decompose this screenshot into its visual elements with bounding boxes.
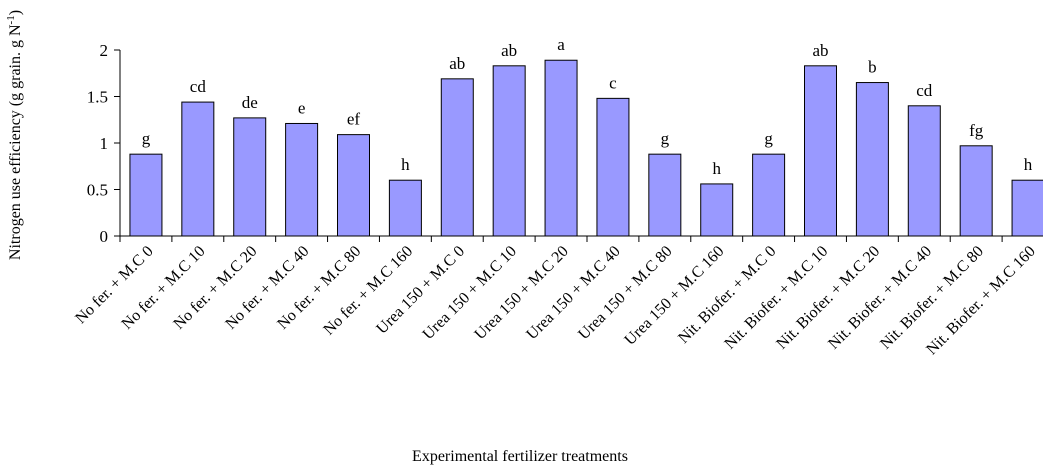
category-label: Urea 150 + M.C 0 bbox=[373, 243, 468, 338]
bars-group bbox=[129, 59, 1043, 237]
bar bbox=[492, 65, 526, 237]
y-tick-label: 2 bbox=[100, 41, 109, 60]
bar bbox=[855, 82, 889, 237]
significance-letter: g bbox=[661, 129, 670, 148]
y-tick-label: 0 bbox=[100, 227, 109, 246]
y-tick-label: 0.5 bbox=[87, 181, 108, 200]
bar bbox=[233, 117, 267, 237]
category-label: Urea 150 + M.C 160 bbox=[621, 243, 727, 349]
y-axis-title-superscript: -1 bbox=[5, 15, 17, 24]
bar bbox=[804, 65, 837, 237]
y-axis-title-suffix: ) bbox=[7, 10, 24, 15]
significance-letter: b bbox=[868, 58, 877, 77]
significance-letter: a bbox=[557, 35, 565, 54]
category-label: Urea 150 + M.C 10 bbox=[420, 243, 520, 343]
bar bbox=[1011, 179, 1043, 237]
x-axis-title: Experimental fertilizer treatments bbox=[412, 448, 628, 465]
bar bbox=[440, 78, 474, 237]
significance-letter: h bbox=[712, 159, 721, 178]
y-tick-label: 1.5 bbox=[87, 88, 108, 107]
significance-letter: h bbox=[401, 155, 410, 174]
y-ticks-group: 0 0.5 1 1.5 2 bbox=[87, 41, 120, 246]
bar bbox=[700, 183, 734, 237]
bar bbox=[752, 153, 786, 237]
bar bbox=[959, 145, 993, 237]
y-tick-label: 1 bbox=[100, 134, 109, 153]
significance-letter: cd bbox=[916, 81, 933, 100]
category-label: Nit. Biofer. + M.C 80 bbox=[877, 243, 987, 353]
bar bbox=[129, 153, 163, 237]
bar bbox=[596, 97, 630, 237]
significance-letter: ef bbox=[347, 110, 361, 129]
significance-letter: ab bbox=[449, 54, 465, 73]
significance-letters-group: g cd de e ef h ab ab a c g h g ab b cd fg h bbox=[142, 35, 1033, 178]
significance-letter: de bbox=[242, 93, 258, 112]
significance-letter: h bbox=[1024, 155, 1033, 174]
category-label: No fer. + M.C 160 bbox=[321, 243, 417, 339]
bar bbox=[285, 122, 319, 237]
significance-letter: c bbox=[609, 73, 617, 92]
bar bbox=[181, 101, 215, 237]
significance-letter: cd bbox=[190, 77, 207, 96]
category-label: Nit. Biofer. + M.C 0 bbox=[675, 243, 779, 347]
bar bbox=[648, 153, 682, 237]
significance-letter: e bbox=[298, 98, 306, 117]
significance-letter: fg bbox=[969, 121, 984, 140]
bar bbox=[388, 179, 422, 237]
category-label: Nit. Biofer. + M.C 20 bbox=[773, 243, 883, 353]
category-label: Nit. Biofer. + M.C 40 bbox=[825, 243, 935, 353]
bar bbox=[544, 59, 578, 237]
category-label: Nit. Biofer. + M.C 10 bbox=[721, 243, 831, 353]
category-label: Urea 150 + M.C 20 bbox=[471, 243, 571, 343]
category-label: Urea 150 + M.C 40 bbox=[523, 243, 623, 343]
x-ticks-group bbox=[119, 236, 1003, 242]
significance-letter: ab bbox=[812, 41, 828, 60]
category-label: Urea 150 + M.C 80 bbox=[575, 243, 675, 343]
significance-letter: g bbox=[764, 129, 773, 148]
bar bbox=[337, 134, 370, 237]
significance-letter: ab bbox=[501, 41, 517, 60]
y-axis-title: Nitrogen use efficiency (g grain. g N-1) bbox=[5, 10, 24, 260]
significance-letter: g bbox=[142, 129, 151, 148]
bar bbox=[907, 105, 941, 237]
y-axis-title-main: Nitrogen use efficiency (g grain. g N bbox=[7, 24, 24, 260]
